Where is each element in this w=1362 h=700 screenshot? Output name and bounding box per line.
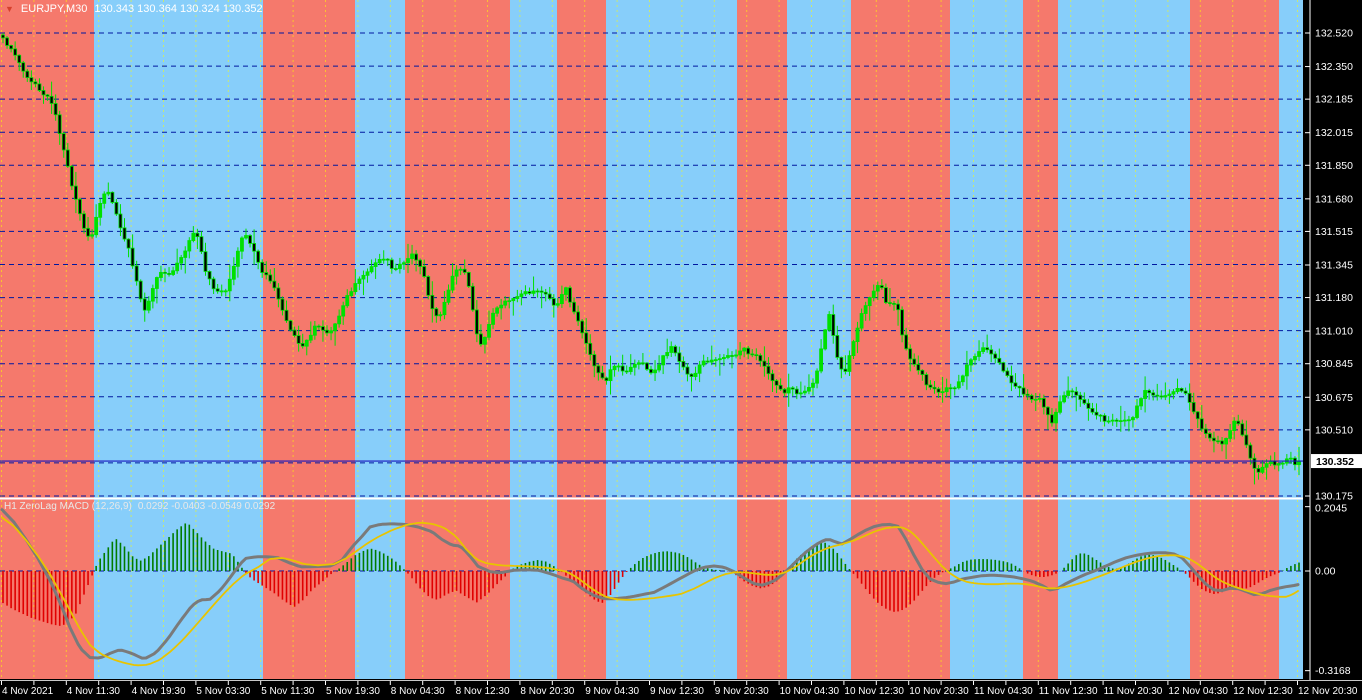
session-stripe (1190, 0, 1279, 679)
session-stripe (510, 0, 557, 679)
time-tick-label: 12 Nov 12:30 (1233, 686, 1293, 697)
price-tick-label: 130.175 (1315, 490, 1353, 502)
macd-scale-label: 0.00 (1315, 566, 1336, 578)
indicator-name: H1 ZeroLag MACD (12,26,9) (4, 501, 132, 512)
time-tick-label: 4 Nov 19:30 (132, 686, 186, 697)
current-price-label: 130.352 (1316, 456, 1354, 468)
price-tick-label: 130.845 (1315, 358, 1353, 370)
time-tick-label: 8 Nov 04:30 (391, 686, 445, 697)
time-tick-label: 11 Nov 04:30 (974, 686, 1033, 697)
session-stripe (1023, 0, 1058, 679)
price-tick-label: 130.510 (1315, 424, 1353, 436)
price-tick-label: 132.350 (1315, 61, 1353, 73)
time-tick-label: 11 Nov 12:30 (1039, 686, 1098, 697)
symbol-period-label: EURJPY,M30 (20, 3, 88, 15)
time-tick-label: 9 Nov 04:30 (585, 686, 639, 697)
macd-scale-label: 0.2045 (1315, 503, 1347, 515)
session-stripe (851, 0, 950, 679)
time-tick-label: 11 Nov 20:30 (1104, 686, 1163, 697)
time-tick-label: 9 Nov 20:30 (715, 686, 769, 697)
session-stripe (355, 0, 405, 679)
price-tick-label: 132.015 (1315, 127, 1353, 139)
price-tick-label: 131.180 (1315, 292, 1353, 304)
indicator-values: 0.0292 -0.0403 -0.0549 0.0292 (137, 501, 276, 512)
time-tick-label: 5 Nov 03:30 (196, 686, 250, 697)
session-stripe (557, 0, 606, 679)
price-tick-label: 131.345 (1315, 259, 1353, 271)
current-price-box (1311, 454, 1362, 469)
ohlc-values: 130.343 130.364 130.324 130.352 (94, 3, 263, 15)
price-scale-area (1303, 0, 1362, 680)
session-stripe (94, 0, 263, 679)
price-tick-label: 131.515 (1315, 226, 1353, 238)
price-tick-label: 131.010 (1315, 326, 1353, 338)
session-stripe (0, 0, 94, 679)
price-tick-label: 131.850 (1315, 160, 1353, 172)
macd-scale-label: -0.3168 (1315, 665, 1351, 677)
price-tick-label: 132.185 (1315, 94, 1353, 106)
time-tick-label: 10 Nov 20:30 (909, 686, 969, 697)
time-tick-label: 12 Nov 20:30 (1298, 686, 1358, 697)
time-tick-label: 4 Nov 11:30 (67, 686, 121, 697)
symbol-title-bar: ▼ EURJPY,M30 130.343 130.364 130.324 130… (5, 3, 263, 15)
time-tick-label: 4 Nov 2021 (2, 686, 54, 697)
price-tick-label: 130.675 (1315, 392, 1353, 404)
session-stripe (787, 0, 851, 679)
time-tick-label: 5 Nov 19:30 (326, 686, 380, 697)
indicator-label-bar: H1 ZeroLag MACD (12,26,9) 0.0292 -0.0403… (4, 501, 275, 512)
session-stripe (1279, 0, 1303, 679)
time-tick-label: 10 Nov 04:30 (780, 686, 840, 697)
price-tick-label: 131.680 (1315, 193, 1353, 205)
time-tick-label: 8 Nov 20:30 (520, 686, 574, 697)
symbol-dropdown-icon[interactable]: ▼ (5, 3, 14, 14)
time-tick-label: 9 Nov 12:30 (650, 686, 704, 697)
time-tick-label: 12 Nov 04:30 (1168, 686, 1228, 697)
time-tick-label: 8 Nov 12:30 (456, 686, 510, 697)
price-tick-label: 132.520 (1315, 28, 1353, 40)
time-tick-label: 5 Nov 11:30 (261, 686, 315, 697)
time-tick-label: 10 Nov 12:30 (844, 686, 904, 697)
